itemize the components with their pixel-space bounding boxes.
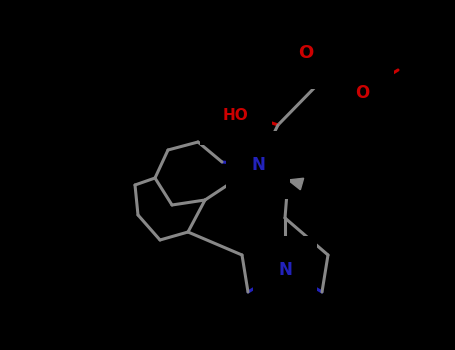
Text: HO: HO [223, 107, 249, 122]
Polygon shape [288, 178, 303, 190]
Text: N: N [278, 261, 292, 279]
Text: O: O [355, 84, 369, 102]
Text: N: N [251, 156, 265, 174]
Text: O: O [298, 44, 313, 62]
